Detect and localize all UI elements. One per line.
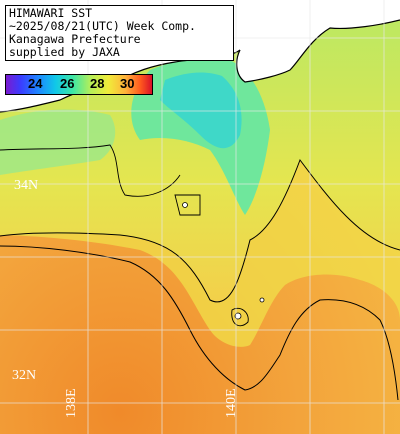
coldest-water (160, 72, 242, 149)
lon-label: 138E (64, 388, 79, 418)
title-line: Kanagawa Prefecture (9, 32, 141, 46)
scale-tick: 26 (60, 76, 75, 91)
title-line: supplied by JAXA (9, 45, 120, 59)
title-line: ~2025/08/21(UTC) Week Comp. (9, 19, 196, 33)
land-northeast (236, 0, 400, 82)
front-band (0, 160, 400, 347)
scale-tick: 30 (120, 76, 135, 91)
color-scale: 24 26 28 30 (5, 74, 153, 95)
scale-tick: 24 (28, 76, 43, 91)
title-line: HIMAWARI SST (9, 6, 93, 20)
scale-tick: 28 (90, 76, 105, 91)
lat-label: 34N (14, 178, 39, 193)
island (259, 297, 265, 303)
contour-inner (0, 144, 181, 197)
lon-label: 140E (224, 388, 239, 418)
land-boso (270, 5, 360, 30)
title-box: HIMAWARI SST ~2025/08/21(UTC) Week Comp.… (5, 5, 234, 61)
coastline-east (236, 19, 400, 83)
lat-label: 32N (12, 368, 37, 383)
island (234, 312, 242, 320)
contour-eddy (231, 307, 249, 327)
contour-front (0, 158, 400, 303)
contour-kuroshio (0, 245, 399, 401)
contour-island (174, 194, 201, 216)
island (182, 202, 188, 208)
northwest-water (0, 109, 116, 175)
